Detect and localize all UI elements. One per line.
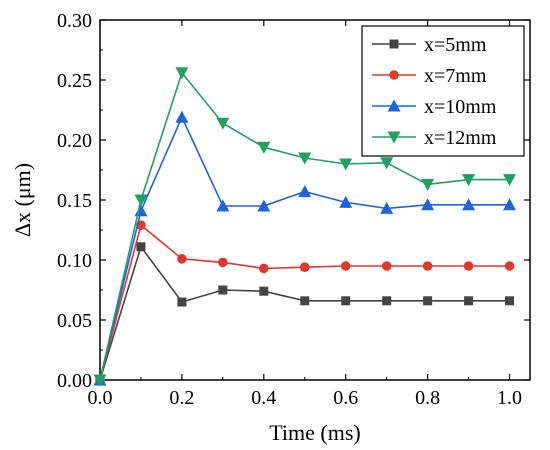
data-point — [463, 261, 474, 271]
data-point — [299, 262, 310, 273]
y-tick-label: 0.30 — [57, 10, 92, 32]
data-point — [136, 242, 146, 252]
y-tick-label: 0.20 — [57, 130, 92, 152]
y-tick-label: 0.05 — [57, 310, 92, 332]
legend-entry: x=12mm — [372, 127, 497, 149]
y-tick-label: 0.25 — [57, 70, 92, 92]
data-point — [175, 110, 189, 123]
y-tick-label: 0.15 — [57, 190, 92, 212]
series-x-12mm — [93, 67, 517, 387]
legend-entry: x=10mm — [372, 96, 497, 118]
data-point — [503, 174, 517, 187]
data-point — [175, 67, 189, 80]
data-point — [505, 296, 515, 306]
data-point — [341, 296, 351, 306]
data-point — [216, 199, 230, 212]
data-point — [464, 296, 474, 306]
data-point — [339, 195, 353, 208]
data-point — [177, 253, 187, 264]
data-point — [177, 297, 187, 307]
y-tick-label: 0.00 — [57, 370, 92, 392]
data-point — [382, 296, 392, 306]
data-point — [504, 261, 515, 271]
data-point — [257, 199, 271, 212]
data-point — [380, 201, 394, 214]
data-point — [421, 198, 435, 211]
legend-swatch-marker — [387, 99, 401, 112]
x-axis-title: Time (ms) — [269, 420, 360, 445]
x-tick-label: 0.6 — [333, 387, 358, 409]
data-point — [259, 263, 269, 274]
legend-label: x=12mm — [424, 127, 497, 149]
data-point — [259, 286, 269, 296]
legend: x=5mm x=7mm x=10mm x=12mm — [361, 25, 525, 157]
legend-label: x=5mm — [424, 34, 487, 56]
data-point — [257, 141, 271, 154]
data-point — [93, 374, 107, 387]
data-point — [298, 152, 312, 165]
x-tick-label: 0.0 — [88, 387, 113, 409]
legend-entry: x=5mm — [372, 34, 487, 56]
data-point — [422, 261, 433, 271]
data-point — [134, 194, 148, 207]
data-point — [381, 261, 392, 271]
legend-swatch-marker — [389, 70, 399, 80]
data-point — [340, 261, 351, 271]
x-tick-label: 1.0 — [497, 387, 522, 409]
data-point — [339, 158, 353, 171]
data-point — [380, 157, 394, 170]
data-point — [421, 178, 435, 191]
data-point — [462, 174, 476, 187]
y-tick-label: 0.10 — [57, 250, 92, 272]
data-point — [423, 296, 433, 306]
legend-swatch-marker — [387, 131, 401, 144]
series-x-10mm — [93, 110, 517, 386]
data-point — [462, 198, 476, 211]
x-tick-label: 0.2 — [169, 387, 194, 409]
data-point — [216, 117, 230, 130]
legend-entry: x=7mm — [372, 65, 487, 87]
legend-label: x=10mm — [424, 96, 497, 118]
data-point — [300, 296, 310, 306]
data-point — [218, 257, 228, 268]
x-tick-label: 0.8 — [415, 387, 440, 409]
data-point — [298, 185, 312, 198]
legend-label: x=7mm — [424, 65, 487, 87]
legend-frame — [361, 25, 525, 157]
x-tick-label: 0.4 — [251, 387, 276, 409]
y-axis-title: Δx (μm) — [10, 163, 35, 237]
legend-swatch-marker — [389, 39, 399, 49]
data-point — [503, 198, 517, 211]
data-point — [218, 285, 228, 295]
